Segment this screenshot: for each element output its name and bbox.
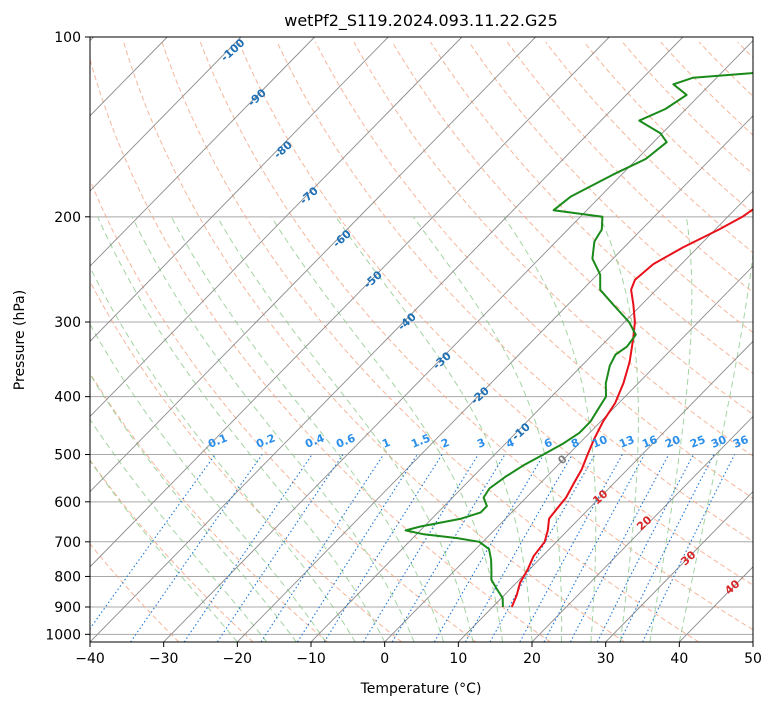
- dewpoint-profile-line: [404, 72, 753, 608]
- moist-adiabat-line: [412, 216, 563, 642]
- x-tick-label: 20: [523, 651, 541, 667]
- y-tick-label: 400: [54, 390, 81, 406]
- dry-adiabat-line: [468, 41, 753, 334]
- dry-adiabat-line: [199, 41, 753, 631]
- dry-adiabat-line: [276, 41, 753, 542]
- dry-adiabat-line: [430, 41, 753, 374]
- isotherm-line: [90, 37, 610, 568]
- moist-adiabat-line: [90, 459, 238, 642]
- mixing-ratio-line: [489, 454, 596, 642]
- moist-adiabat-line: [335, 216, 533, 642]
- x-tick-label: 30: [597, 651, 615, 667]
- mixing-ratio-label: 25: [688, 433, 707, 451]
- moist-adiabat-line: [170, 216, 445, 642]
- dry-adiabat-line: [90, 459, 254, 642]
- y-tick-label: 200: [54, 210, 81, 226]
- plot-frame: [89, 36, 754, 643]
- dry-adiabat-line: [391, 41, 753, 415]
- mixing-ratio-line: [433, 454, 545, 642]
- mixing-ratio-label: 20: [663, 433, 682, 451]
- mixing-ratio-line: [183, 454, 313, 642]
- x-tick-label: −30: [149, 651, 179, 667]
- mixing-ratio-line: [543, 454, 645, 642]
- mixing-ratio-label: 2: [439, 436, 451, 451]
- dry-adiabat-line: [315, 41, 753, 500]
- mixing-ratio-label: 16: [640, 433, 659, 451]
- isotherm-line: [90, 37, 242, 192]
- x-axis-label: Temperature (°C): [360, 681, 482, 697]
- x-tick-label: −40: [75, 651, 105, 667]
- mixing-ratio-label: 36: [731, 433, 750, 451]
- x-tick-label: 10: [449, 651, 467, 667]
- isotherm-line: [605, 491, 753, 642]
- dry-adiabat-line: [90, 372, 328, 642]
- moist-adiabat-line: [678, 249, 753, 642]
- isotherm-line: [384, 265, 753, 642]
- moist-adiabat-line: [131, 216, 415, 642]
- mixing-ratio-label: 8: [569, 436, 581, 451]
- x-tick-label: −10: [296, 651, 326, 667]
- mixing-ratio-line: [464, 454, 573, 642]
- y-tick-label: 900: [54, 600, 81, 616]
- isotherm-line: [90, 37, 389, 342]
- temperature-profile-line: [510, 208, 753, 608]
- x-tick-label: 0: [380, 651, 389, 667]
- chart-title: wetPf2_S119.2024.093.11.22.G25: [284, 11, 558, 31]
- isotherm-line: [90, 37, 536, 493]
- y-axis-label: Pressure (hPa): [12, 290, 28, 390]
- mixing-ratio-label: 10: [590, 433, 609, 451]
- isotherm-line: [237, 115, 753, 642]
- dry-adiabat-line: [90, 178, 477, 642]
- moist-adiabat-line: [216, 216, 474, 642]
- y-tick-label: 300: [54, 315, 81, 331]
- x-tick-label: −20: [223, 651, 253, 667]
- mixing-ratio-line: [260, 454, 384, 642]
- isotherm-line: [163, 39, 753, 642]
- y-tick-label: 700: [54, 535, 81, 551]
- y-tick-label: 1000: [45, 627, 81, 643]
- mixing-ratio-line: [90, 454, 216, 630]
- dry-adiabat-line: [353, 41, 753, 457]
- axes: −40 −30 −20 −10 0 10 20 30 40 50 100 200 300 400 500 60…: [45, 30, 762, 667]
- isotherm-line: [90, 37, 684, 642]
- dry-adiabat-line: [123, 41, 625, 642]
- mixing-ratio-line: [519, 454, 623, 642]
- moist-adiabat-line: [270, 216, 503, 642]
- mixing-ratio-line: [297, 454, 418, 642]
- dry-adiabat-line: [90, 57, 551, 642]
- isotherm-line: [90, 37, 463, 418]
- mixing-ratio-label: 1: [380, 436, 392, 451]
- moist-adiabat-line: [503, 216, 597, 642]
- x-tick-label: 50: [744, 651, 762, 667]
- mixing-ratio-line: [130, 454, 263, 642]
- y-tick-label: 500: [54, 448, 81, 464]
- mixing-ratio-line: [391, 454, 506, 642]
- dry-adiabat-line: [90, 543, 180, 642]
- moist-adiabat-line: [90, 373, 297, 642]
- moist-adiabat-line: [599, 216, 639, 642]
- moist-adiabat-line: [90, 266, 356, 642]
- isotherm-line: [531, 415, 753, 642]
- moist-adiabat-line: [90, 323, 327, 642]
- mixing-ratio-label: 30: [709, 433, 728, 451]
- y-tick-label: 600: [54, 495, 81, 511]
- isotherm-line: [90, 37, 315, 267]
- x-tick-label: 40: [670, 651, 688, 667]
- mixing-ratio-label: 3: [475, 436, 487, 451]
- moist-adiabat-line: [649, 216, 693, 642]
- mixing-ratio-label: 13: [617, 433, 636, 451]
- mixing-ratio-line: [216, 454, 344, 642]
- moist-adiabat-line: [90, 418, 268, 642]
- isotherm-line: [458, 340, 753, 642]
- y-tick-label: 800: [54, 569, 81, 585]
- isotherm-line: [310, 190, 753, 642]
- y-tick-label: 100: [54, 30, 81, 46]
